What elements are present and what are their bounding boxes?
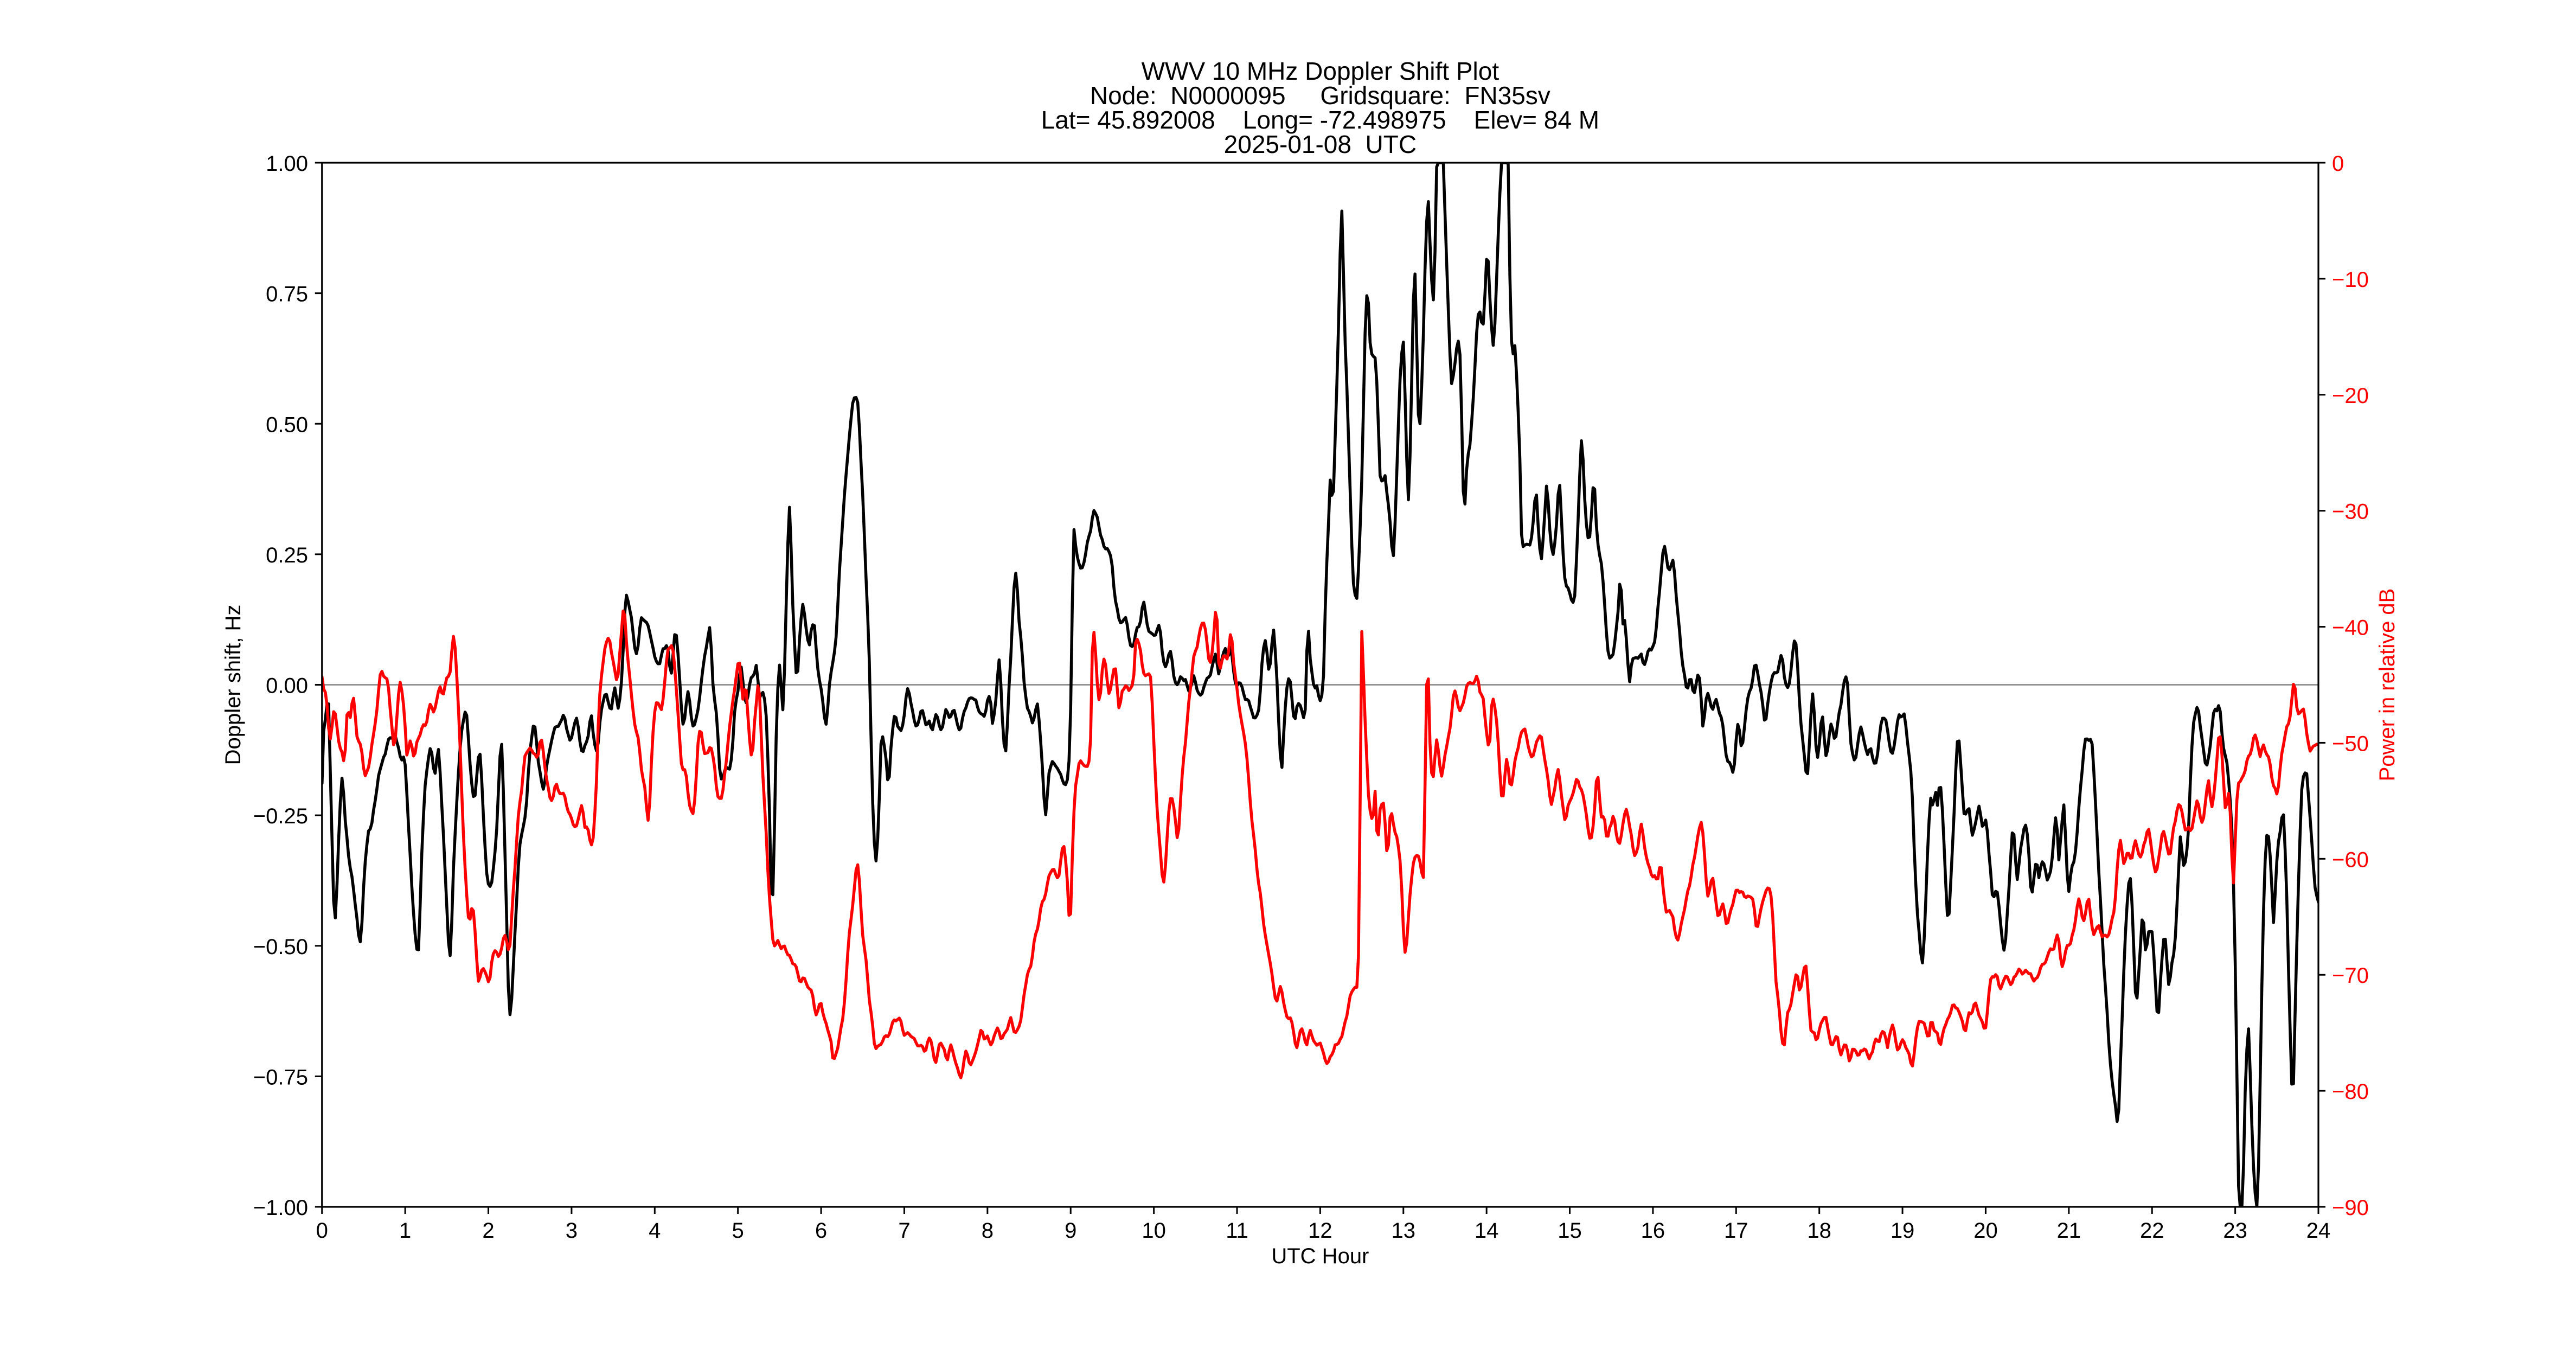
svg-text:−0.75: −0.75 [253, 1065, 308, 1089]
svg-text:−80: −80 [2332, 1080, 2369, 1104]
svg-text:−90: −90 [2332, 1196, 2369, 1220]
svg-text:1: 1 [399, 1219, 411, 1243]
svg-text:24: 24 [2306, 1219, 2331, 1243]
svg-text:10: 10 [1142, 1219, 1166, 1243]
svg-text:21: 21 [2057, 1219, 2081, 1243]
svg-text:−0.50: −0.50 [253, 935, 308, 959]
svg-text:WWV 10 MHz Doppler Shift Plot: WWV 10 MHz Doppler Shift Plot [1142, 57, 1500, 85]
svg-text:0.75: 0.75 [266, 283, 308, 306]
svg-text:12: 12 [1308, 1219, 1332, 1243]
svg-text:2025-01-08 UTC: 2025-01-08 UTC [1224, 130, 1417, 158]
svg-text:9: 9 [1065, 1219, 1076, 1243]
svg-text:20: 20 [1973, 1219, 1998, 1243]
svg-text:−50: −50 [2332, 732, 2369, 756]
svg-text:−1.00: −1.00 [253, 1196, 308, 1220]
svg-text:17: 17 [1724, 1219, 1748, 1243]
svg-text:−0.25: −0.25 [253, 804, 308, 828]
svg-text:−10: −10 [2332, 268, 2369, 292]
svg-text:Doppler shift, Hz: Doppler shift, Hz [221, 605, 245, 765]
svg-text:11: 11 [1226, 1219, 1248, 1243]
svg-text:0.25: 0.25 [266, 543, 308, 567]
svg-text:19: 19 [1891, 1219, 1915, 1243]
svg-text:0: 0 [2332, 152, 2344, 176]
svg-text:−20: −20 [2332, 384, 2369, 408]
svg-text:8: 8 [982, 1219, 994, 1243]
svg-text:4: 4 [649, 1219, 661, 1243]
svg-text:7: 7 [898, 1219, 910, 1243]
svg-text:−60: −60 [2332, 848, 2369, 872]
svg-text:0: 0 [316, 1219, 328, 1243]
svg-text:UTC Hour: UTC Hour [1271, 1244, 1369, 1268]
svg-text:14: 14 [1475, 1219, 1499, 1243]
svg-text:2: 2 [482, 1219, 494, 1243]
svg-text:5: 5 [732, 1219, 744, 1243]
svg-text:Lat= 45.892008 Long= -72.49: Lat= 45.892008 Long= -72.498975 Elev= 84… [1041, 106, 1599, 134]
svg-text:−70: −70 [2332, 964, 2369, 988]
svg-text:Node: N0000095 Gridsquare: Node: N0000095 Gridsquare: FN35sv [1090, 81, 1550, 110]
svg-text:−30: −30 [2332, 500, 2369, 524]
svg-text:16: 16 [1641, 1219, 1665, 1243]
svg-text:−40: −40 [2332, 616, 2369, 640]
svg-text:13: 13 [1392, 1219, 1416, 1243]
svg-text:3: 3 [566, 1219, 578, 1243]
svg-text:0.00: 0.00 [266, 674, 308, 698]
svg-text:15: 15 [1558, 1219, 1582, 1243]
svg-text:22: 22 [2140, 1219, 2164, 1243]
svg-text:Power in relative dB: Power in relative dB [2375, 589, 2399, 782]
svg-text:23: 23 [2223, 1219, 2247, 1243]
svg-text:6: 6 [815, 1219, 827, 1243]
svg-text:0.50: 0.50 [266, 413, 308, 437]
svg-text:18: 18 [1807, 1219, 1831, 1243]
svg-text:1.00: 1.00 [266, 152, 308, 176]
